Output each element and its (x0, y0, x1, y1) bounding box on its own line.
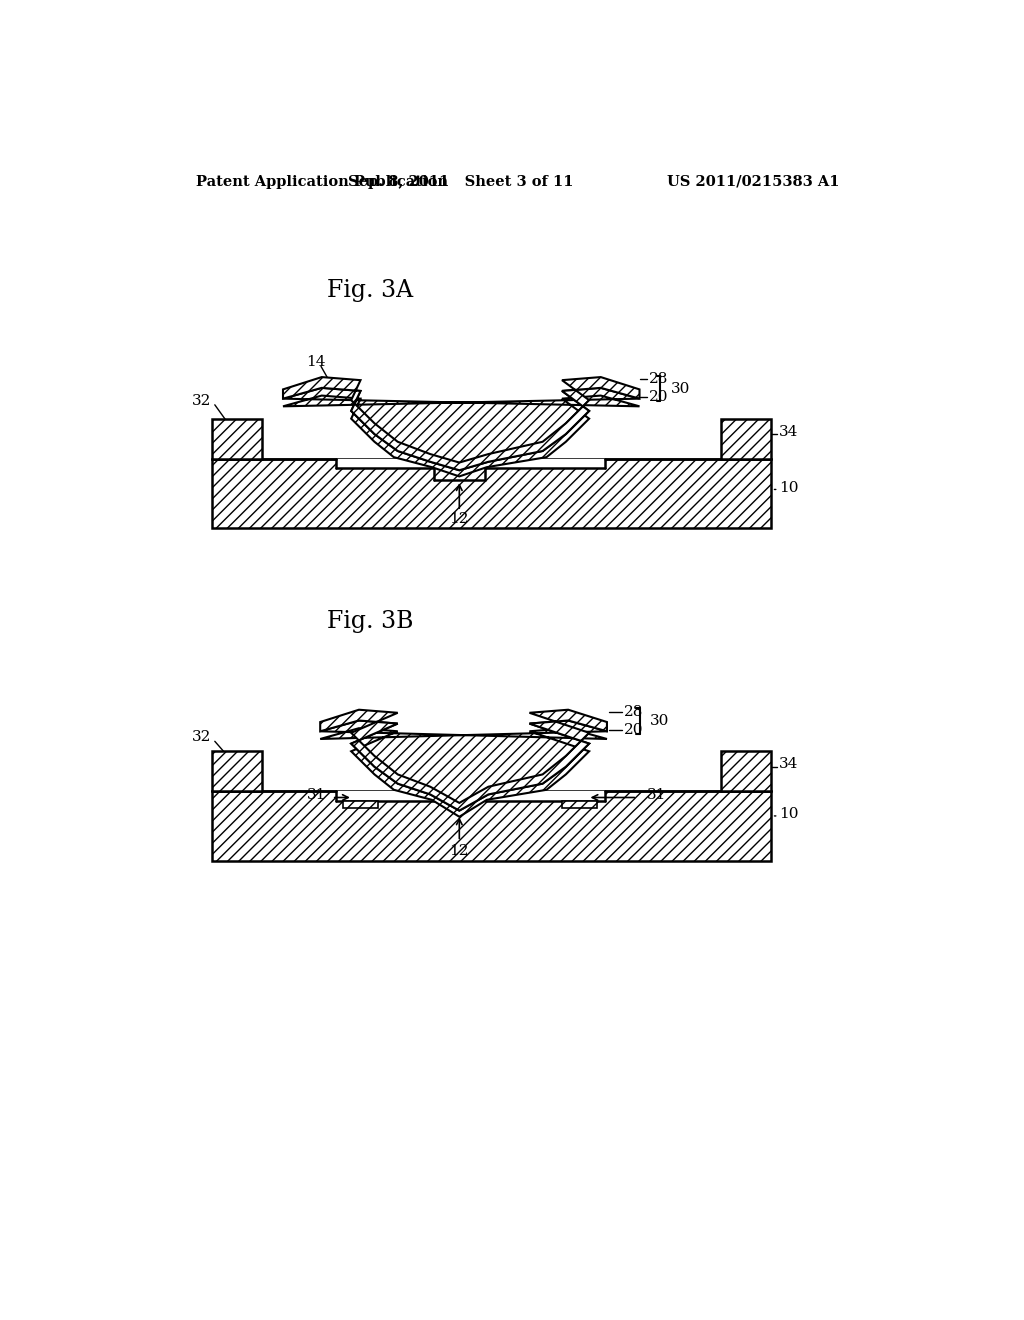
Text: Fig. 3A: Fig. 3A (327, 280, 413, 302)
Bar (212, 751, 262, 792)
Polygon shape (343, 800, 378, 808)
Text: Sep. 8, 2011   Sheet 3 of 11: Sep. 8, 2011 Sheet 3 of 11 (348, 174, 574, 189)
Bar (212, 459, 771, 528)
Text: 12: 12 (450, 845, 469, 858)
Polygon shape (283, 388, 640, 477)
Text: 20: 20 (624, 723, 643, 737)
Text: 28: 28 (624, 705, 643, 719)
Text: 28: 28 (649, 372, 669, 387)
Text: 14: 14 (306, 355, 326, 370)
Text: 10: 10 (779, 480, 799, 495)
Polygon shape (562, 800, 597, 808)
Text: 31: 31 (307, 788, 327, 803)
Text: Fig. 3B: Fig. 3B (327, 610, 413, 634)
Text: 30: 30 (649, 714, 669, 729)
Polygon shape (283, 378, 640, 470)
Bar (721, 418, 771, 459)
Polygon shape (321, 721, 607, 817)
Bar (212, 792, 771, 861)
Text: 12: 12 (450, 512, 469, 525)
Text: 31: 31 (647, 788, 667, 803)
Text: 20: 20 (649, 391, 669, 404)
Text: 34: 34 (779, 425, 799, 438)
Bar (336, 459, 604, 469)
Text: 30: 30 (671, 381, 690, 396)
Text: 32: 32 (193, 730, 212, 744)
Text: 10: 10 (779, 808, 799, 821)
Text: Patent Application Publication: Patent Application Publication (197, 174, 449, 189)
Bar (721, 751, 771, 792)
Text: 34: 34 (779, 758, 799, 771)
Bar (212, 418, 262, 459)
Bar (336, 792, 604, 800)
Polygon shape (321, 710, 607, 810)
Text: 32: 32 (193, 393, 212, 408)
Text: US 2011/0215383 A1: US 2011/0215383 A1 (667, 174, 839, 189)
